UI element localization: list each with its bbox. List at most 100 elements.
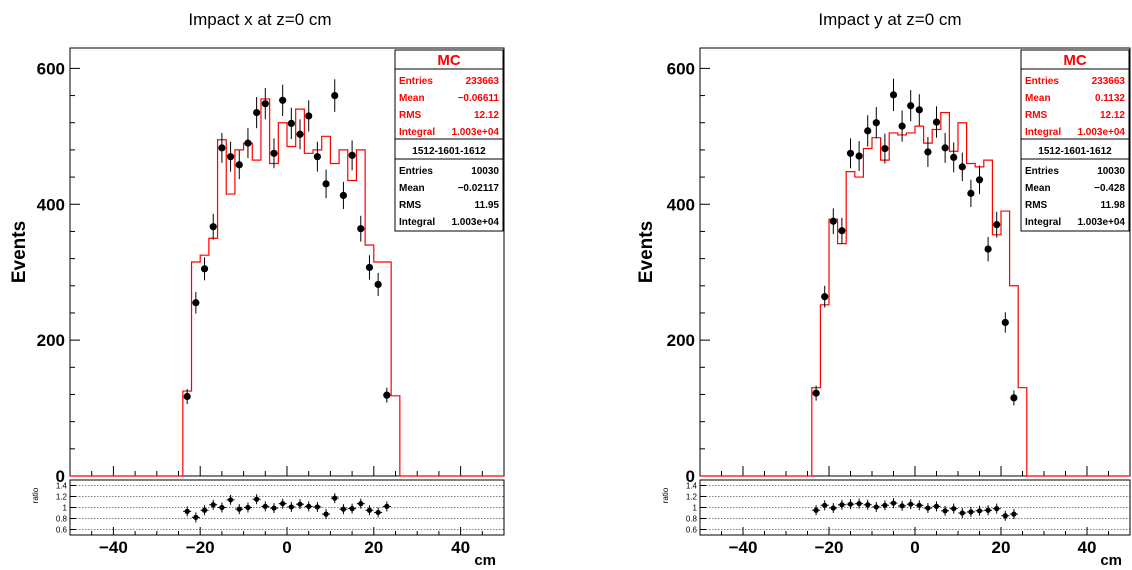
ratio-point — [227, 497, 234, 503]
stats-mc-value: 1.003e+04 — [1077, 127, 1125, 138]
stats-data-value: −0.428 — [1094, 183, 1125, 194]
stats-box-mc — [1020, 49, 1130, 140]
data-point — [331, 91, 339, 100]
data-point — [846, 149, 855, 157]
data-point — [907, 102, 915, 110]
ratio-point — [288, 504, 294, 510]
stats-mc-label: Mean — [399, 93, 425, 104]
y-tick-label: 400 — [667, 195, 695, 214]
data-point — [950, 153, 958, 161]
data-point — [365, 263, 374, 272]
mc-histogram-line — [700, 111, 1130, 477]
stats-data-value: 11.95 — [475, 200, 500, 211]
stats-mc-label: Integral — [1025, 127, 1061, 138]
ratio-point — [822, 502, 828, 508]
stats-box-mc — [394, 49, 504, 140]
ratio-point — [201, 507, 208, 513]
stats-data-label: RMS — [399, 200, 422, 211]
data-point — [244, 139, 252, 147]
data-point — [218, 144, 226, 152]
data-point — [993, 221, 1001, 229]
x-tick-label: 20 — [992, 538, 1011, 557]
ratio-y-tick-label: 1.4 — [56, 482, 68, 491]
stats-mc-label: Integral — [399, 127, 435, 138]
stats-data-value: 10030 — [1097, 166, 1125, 177]
ratio-point — [297, 501, 303, 507]
stats-mc-label: Mean — [1025, 93, 1051, 104]
y-tick-label: 200 — [667, 331, 695, 350]
data-point — [348, 151, 356, 159]
data-point — [253, 108, 261, 117]
stats-mc-value: 12.12 — [1100, 110, 1125, 121]
stats-data-label: RMS — [1025, 200, 1048, 211]
data-point — [915, 106, 923, 114]
data-point — [279, 96, 287, 104]
x-axis-label: cm — [474, 552, 496, 569]
data-point — [855, 152, 863, 160]
ratio-y-tick-label: 1.4 — [686, 482, 698, 491]
stats-data-label: Entries — [1025, 166, 1059, 177]
ratio-point — [856, 501, 862, 507]
data-point — [829, 217, 837, 225]
stats-box-data — [394, 138, 504, 232]
ratio-point — [262, 503, 268, 509]
ratio-point — [349, 506, 355, 512]
y-tick-label: 0 — [686, 467, 695, 486]
stats-data-header: 1512-1601-1612 — [412, 146, 486, 157]
y-tick-label: 600 — [667, 59, 695, 78]
ratio-point — [933, 503, 940, 509]
ratio-y-tick-label: 0.6 — [686, 526, 698, 535]
ratio-point — [323, 511, 329, 517]
x-tick-label: −20 — [815, 538, 844, 557]
stats-data-value: 10030 — [471, 166, 499, 177]
data-point — [192, 299, 200, 307]
stats-mc-value: 1.003e+04 — [451, 127, 499, 138]
ratio-point — [358, 501, 364, 507]
stats-mc-value: −0.06611 — [458, 93, 500, 104]
chart-title: Impact y at z=0 cm — [818, 10, 961, 29]
ratio-point — [366, 507, 373, 513]
ratio-y-tick-label: 1.2 — [686, 493, 698, 502]
x-tick-label: 0 — [910, 538, 919, 557]
ratio-point — [210, 502, 216, 508]
data-point — [881, 144, 889, 153]
ratio-point — [245, 504, 251, 511]
ratio-point — [925, 505, 931, 511]
data-point — [812, 389, 820, 397]
data-point — [357, 225, 365, 233]
ratio-point — [184, 508, 190, 514]
ratio-point — [968, 509, 974, 515]
data-point — [374, 280, 382, 289]
stats-data-value: 1.003e+04 — [1077, 217, 1125, 228]
stats-mc-label: RMS — [399, 110, 422, 121]
ratio-point — [340, 506, 347, 512]
ratio-point — [959, 510, 965, 516]
data-point — [313, 153, 321, 161]
data-point — [296, 130, 304, 138]
y-tick-label: 200 — [37, 331, 65, 350]
data-point — [889, 91, 898, 99]
x-tick-label: 0 — [282, 538, 291, 557]
chart-title: Impact x at z=0 cm — [188, 10, 331, 29]
ratio-point — [890, 500, 897, 506]
ratio-point — [847, 501, 854, 507]
ratio-point — [306, 503, 312, 509]
stats-data-label: Mean — [1025, 183, 1051, 194]
stats-data-label: Integral — [1025, 217, 1061, 228]
ratio-point — [942, 508, 948, 514]
y-tick-label: 600 — [37, 59, 65, 78]
data-point — [864, 127, 872, 135]
ratio-point — [985, 507, 991, 513]
data-point — [898, 122, 906, 130]
ratio-point — [236, 506, 242, 512]
x-tick-label: 40 — [451, 538, 470, 557]
ratio-point — [219, 504, 225, 511]
ratio-y-tick-label: 0.8 — [56, 515, 68, 524]
data-point — [226, 153, 235, 161]
stats-mc-value: 233663 — [1092, 76, 1126, 87]
data-point — [1010, 394, 1018, 402]
ratio-point — [899, 503, 905, 509]
stats-mc-value: 0.1132 — [1095, 93, 1125, 104]
data-point — [941, 144, 949, 152]
